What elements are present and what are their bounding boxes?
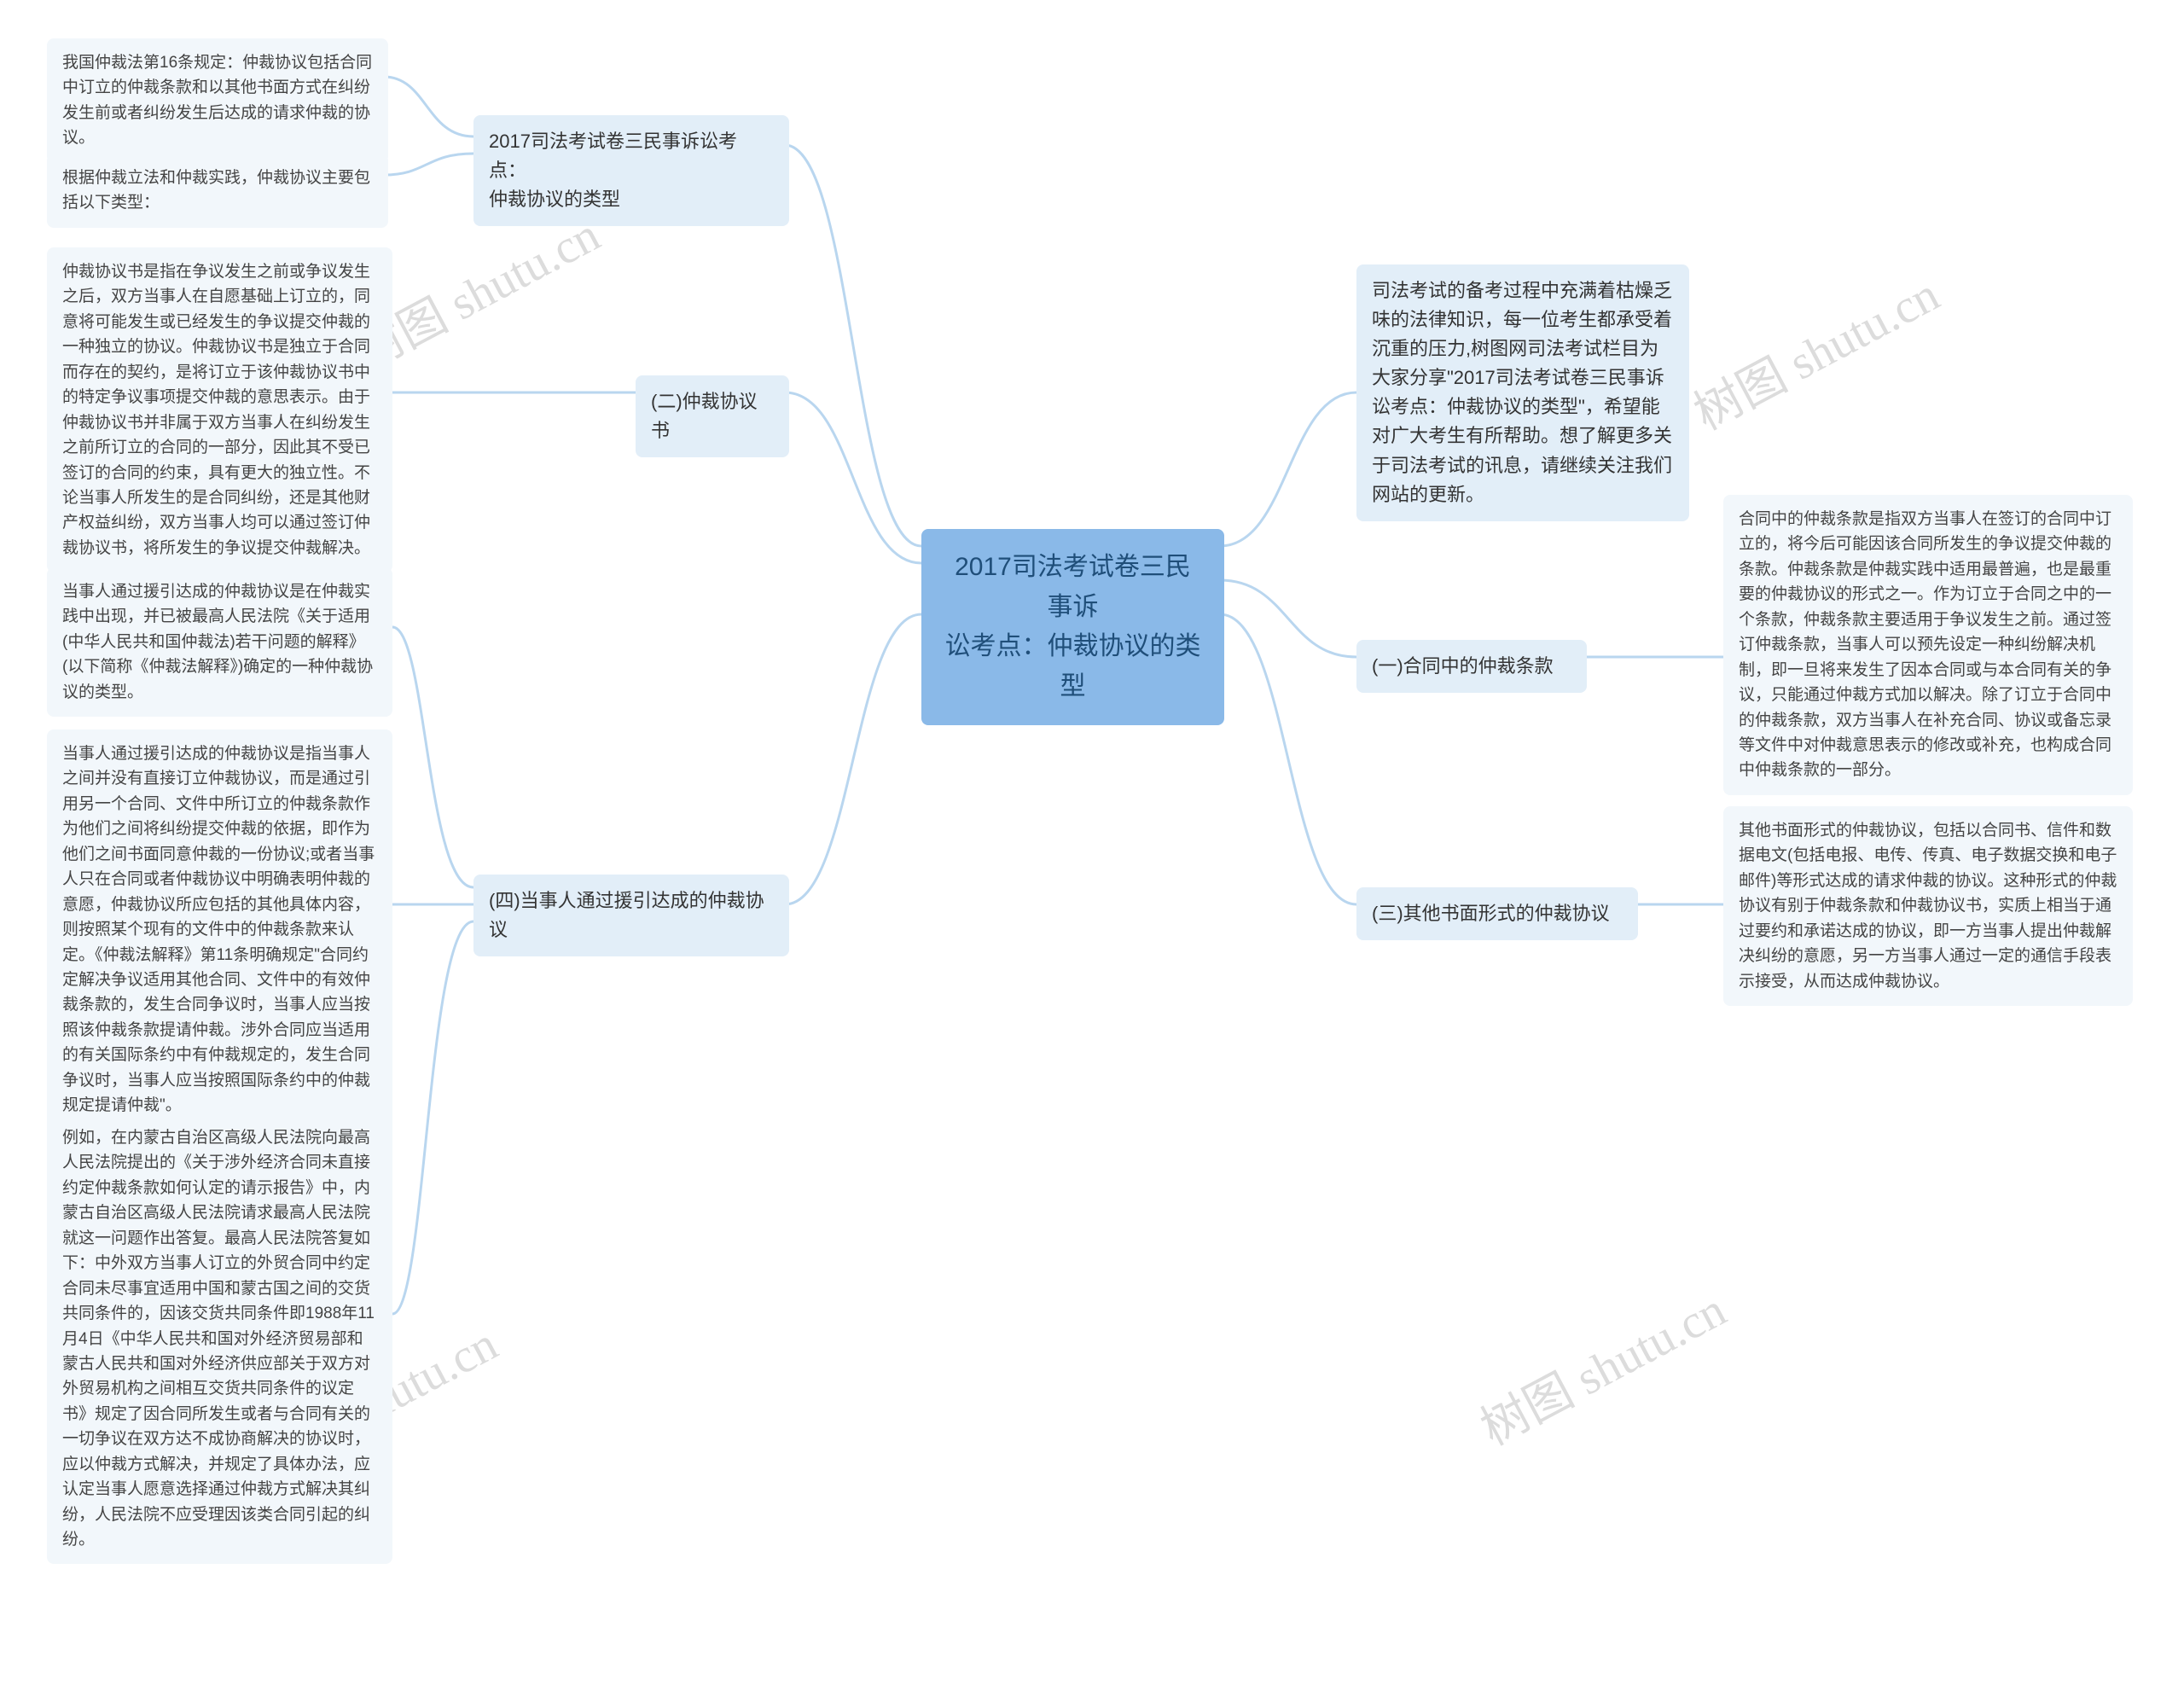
left-top-title-l2: 仲裁协议的类型 bbox=[489, 189, 620, 210]
left-branch-4-title-l1: (四)当事人通过援引达成的仲裁协 bbox=[489, 890, 764, 911]
left-branch-4-leaf-3: 例如，在内蒙古自治区高级人民法院向最高人民法院提出的《关于涉外经济合同未直接约定… bbox=[47, 1113, 392, 1564]
left-top-leaf-1: 我国仲裁法第16条规定：仲裁协议包括合同中订立的仲裁条款和以其他书面方式在纠纷发… bbox=[47, 38, 388, 163]
watermark: 树图 shutu.cn bbox=[1680, 257, 1949, 444]
left-top-branch-title: 2017司法考试卷三民事诉讼考点： 仲裁协议的类型 bbox=[473, 115, 789, 226]
left-top-leaf-2: 根据仲裁立法和仲裁实践，仲裁协议主要包括以下类型： bbox=[47, 154, 388, 228]
left-top-title-l1: 2017司法考试卷三民事诉讼考点： bbox=[489, 131, 737, 181]
left-branch-2-text: 仲裁协议书是指在争议发生之前或争议发生之后，双方当事人在自愿基础上订立的，同意将… bbox=[47, 247, 392, 572]
left-branch-4-title: (四)当事人通过援引达成的仲裁协 议 bbox=[473, 875, 789, 956]
left-branch-4-leaf-2: 当事人通过援引达成的仲裁协议是指当事人之间并没有直接订立仲裁协议，而是通过引用另… bbox=[47, 729, 392, 1130]
center-title-line1: 2017司法考试卷三民事诉 bbox=[955, 553, 1191, 621]
right-branch-3-text: 其他书面形式的仲裁协议，包括以合同书、信件和数据电文(包括电报、电传、传真、电子… bbox=[1723, 806, 2133, 1006]
left-branch-2-title: (二)仲裁协议书 bbox=[636, 375, 789, 457]
right-branch-1-text: 合同中的仲裁条款是指双方当事人在签订的合同中订立的，将今后可能因该合同所发生的争… bbox=[1723, 495, 2133, 795]
right-intro: 司法考试的备考过程中充满着枯燥乏味的法律知识，每一位考生都承受着沉重的压力,树图… bbox=[1356, 264, 1689, 521]
left-branch-4-title-l2: 议 bbox=[489, 919, 508, 940]
right-branch-3-title: (三)其他书面形式的仲裁协议 bbox=[1356, 887, 1638, 940]
center-node: 2017司法考试卷三民事诉 讼考点：仲裁协议的类型 bbox=[921, 529, 1224, 725]
left-branch-4-leaf-1: 当事人通过援引达成的仲裁协议是在仲裁实践中出现，并已被最高人民法院《关于适用(中… bbox=[47, 567, 392, 717]
right-branch-1-title: (一)合同中的仲裁条款 bbox=[1356, 640, 1587, 693]
watermark: 树图 shutu.cn bbox=[1467, 1272, 1735, 1459]
center-title-line2: 讼考点：仲裁协议的类型 bbox=[945, 632, 1201, 700]
